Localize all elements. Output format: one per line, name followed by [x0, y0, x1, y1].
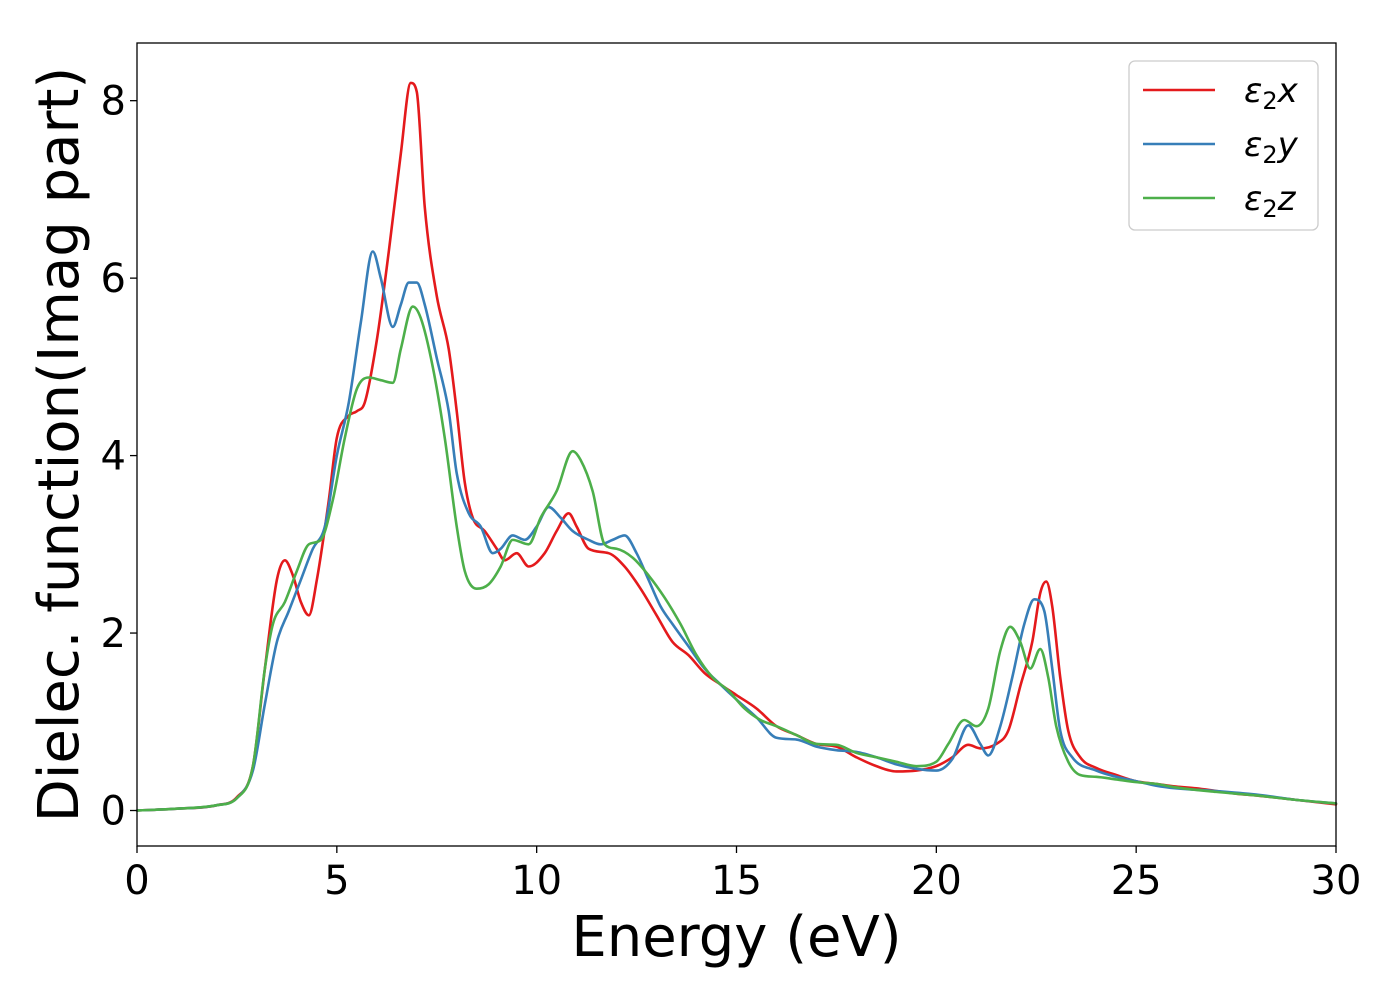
y-tick-label: 6	[101, 256, 126, 302]
x-tick-label: 0	[124, 858, 149, 904]
series-layer	[135, 81, 1338, 812]
y-tick-label: 4	[101, 434, 126, 480]
legend: ε2x ε2y ε2z	[1128, 60, 1319, 231]
series-line-x	[135, 81, 1338, 812]
y-tick-label: 8	[101, 79, 126, 125]
x-tick-label: 20	[911, 858, 962, 904]
y-tick-label: 0	[101, 789, 126, 835]
series-line-y	[135, 250, 1338, 812]
legend-box	[1128, 60, 1319, 231]
y-axis-title: Dielec. function(Imag part)	[27, 67, 92, 823]
y-tick-label: 2	[101, 611, 126, 657]
legend-label-x: ε2x	[1244, 71, 1299, 115]
x-axis-ticks: 0 5 10 15 20 25 30	[124, 846, 1361, 904]
x-tick-label: 5	[324, 858, 349, 904]
legend-label-z: ε2z	[1244, 179, 1297, 223]
legend-items: ε2x ε2y ε2z	[1143, 71, 1299, 223]
y-axis-ticks: 0 2 4 6 8	[101, 79, 137, 835]
x-tick-label: 10	[511, 858, 562, 904]
series-line-z	[135, 305, 1338, 812]
legend-label-y: ε2y	[1244, 125, 1299, 169]
x-tick-label: 30	[1311, 858, 1362, 904]
x-tick-label: 25	[1111, 858, 1162, 904]
x-tick-label: 15	[711, 858, 762, 904]
x-axis-title: Energy (eV)	[571, 905, 901, 970]
